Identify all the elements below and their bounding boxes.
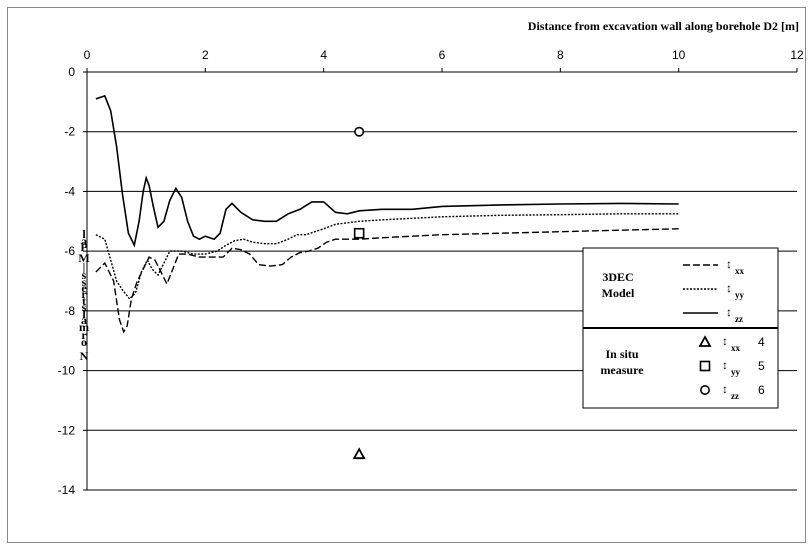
y-label-glyph: l (82, 227, 86, 241)
legend-subscript: yy (731, 367, 741, 377)
chart-frame (7, 7, 806, 543)
legend-measure-title-line1: In situ (605, 347, 638, 361)
legend-marker-square (699, 360, 711, 372)
legend-subscript: xx (735, 266, 745, 276)
measurement-marker-square (353, 227, 365, 239)
legend-number: 4 (758, 335, 765, 349)
y-label-glyph: a (81, 234, 87, 248)
x-tick-label: 4 (320, 48, 327, 62)
x-tick-label: 10 (672, 48, 686, 62)
y-tick-label: -4 (64, 184, 75, 198)
y-label-glyph: o (81, 335, 87, 349)
y-tick-label: -6 (64, 244, 75, 258)
legend-subscript: yy (735, 290, 745, 300)
x-tick-label: 8 (557, 48, 564, 62)
y-label-glyph: s (82, 268, 87, 282)
x-tick-label: 2 (202, 48, 209, 62)
y-label-glyph: N (80, 349, 89, 363)
legend-model-title-line2: Model (602, 286, 635, 300)
legend-symbol: ↕ (726, 257, 732, 271)
y-label-glyph: l (82, 307, 86, 321)
legend-marker-triangle (698, 335, 712, 347)
series-line-dashed (95, 228, 679, 334)
measurement-marker-circle (354, 126, 365, 137)
legend-symbol: ↕ (722, 382, 728, 396)
y-tick-label: -14 (58, 483, 76, 497)
legend-symbol: ↕ (722, 334, 728, 348)
y-tick-label: -10 (58, 364, 76, 378)
y-label-glyph: a (81, 313, 87, 327)
y-label-glyph: r (81, 328, 87, 342)
legend-entries: ↕ xx↕ yy↕ zz↕ xx 4↕ yy 5↕ zz 6 (683, 257, 765, 401)
legend-subscript: zz (735, 314, 743, 324)
x-tick-label: 6 (439, 48, 446, 62)
y-tick-label: -12 (58, 423, 76, 437)
x-tick-label: 12 (790, 48, 804, 62)
y-label-glyph: r (81, 287, 87, 301)
y-label-glyph: P (80, 240, 87, 254)
measurement-marker-triangle (352, 447, 366, 460)
legend-symbol: ↕ (726, 281, 732, 295)
y-label-glyph: | (83, 260, 86, 274)
y-label-glyph: M (78, 251, 89, 265)
legend-number: 5 (758, 359, 765, 373)
measurement-markers (352, 126, 366, 460)
y-tick-label: -8 (64, 304, 75, 318)
y-tick-label: 0 (68, 65, 75, 79)
legend-marker-circle (699, 384, 710, 395)
legend-measure-title-line2: measure (600, 363, 644, 377)
y-label-glyph: s (82, 275, 87, 289)
legend-symbol: ↕ (722, 358, 728, 372)
series-lines (95, 94, 679, 334)
x-axis-label: Distance from excavation wall along bore… (528, 19, 799, 33)
series-line-dotted (95, 213, 679, 300)
series-line-solid (95, 94, 679, 248)
y-label-glyph: s (82, 300, 87, 314)
legend-symbol: ↕ (726, 305, 732, 319)
y-label-glyph: t (82, 294, 86, 308)
x-tick-label: 0 (84, 48, 91, 62)
legend: 3DEC Model In situ measure ↕ xx↕ yy↕ zz↕ xx 4… (582, 247, 779, 409)
y-tick-labels: 0 -2 -4 -6 -8 -10 -12 -14 (58, 65, 87, 497)
y-label-glyph: e (81, 281, 87, 295)
x-tick-labels: 0 2 4 6 8 10 12 (84, 48, 804, 72)
y-tick-label: -2 (64, 125, 75, 139)
y-label-glyph: m (79, 320, 89, 334)
legend-subscript: xx (731, 343, 741, 353)
legend-subscript: zz (731, 391, 739, 401)
legend-number: 6 (758, 383, 765, 397)
legend-model-title-line1: 3DEC (602, 270, 633, 284)
